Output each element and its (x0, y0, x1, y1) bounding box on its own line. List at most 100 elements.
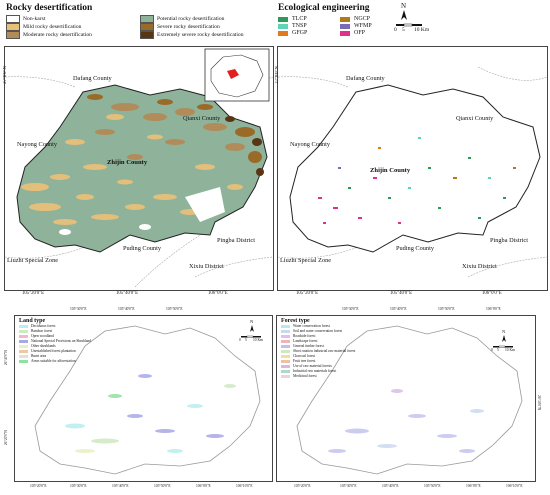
forest-map (296, 325, 523, 475)
scale-10-d: 10 Km (505, 348, 515, 352)
rocky-legend-col1: Non-karst Mild rocky desertification Mod… (6, 15, 92, 39)
forest-item-9: Industrial raw materials forest (281, 369, 355, 374)
xtick-d-top-4: 106°0'0"E (486, 307, 501, 311)
land-item-6: Burnt area (19, 354, 91, 359)
forest-north-scale: N 0 5 10 Km (487, 329, 521, 356)
label-puding-b: Puding County (396, 245, 434, 252)
scale-0-c: 0 (239, 338, 241, 342)
land-item-0: Deciduous forest (19, 324, 91, 329)
label-dafang-b: Dafang County (346, 75, 385, 82)
xtick-c-5: 106°0'0"E (196, 484, 211, 488)
xtick-a-1: 105°20'0"E (22, 291, 45, 296)
xtick-d-top-2: 105°40'0"E (390, 307, 407, 311)
forest-item-6: Charcoal forest (281, 354, 355, 359)
xtick-a-2: 105°40'0"E (116, 291, 139, 296)
forest-legend-title: Forest type (281, 318, 310, 324)
xtick-d-4: 105°50'0"E (424, 484, 441, 488)
swatch (278, 17, 288, 22)
land-item-1: Bamboo forest (19, 329, 91, 334)
north-arrow-icon (241, 325, 261, 338)
label-xixiu-b: Xixiu District (462, 263, 497, 270)
label-qianxi-b: Qianxi County (456, 115, 494, 122)
scale-0-d: 0 (491, 348, 493, 352)
scale-5: 5 (402, 27, 405, 33)
label-zhijin-b: Zhijin County (370, 167, 411, 174)
swatch (6, 23, 20, 31)
swatch (6, 15, 20, 23)
label-zhijin: Zhijin County (107, 159, 148, 166)
scale-5-c: 5 (245, 338, 247, 342)
north-arrow-icon (396, 10, 422, 27)
land-item-7: Areas suitable for afforestation (19, 359, 91, 364)
xtick-d-top-1: 105°30'0"E (342, 307, 359, 311)
label-nayong: Nayong County (17, 141, 58, 148)
legend-item-tlcp: TLCP (278, 16, 307, 23)
ytick-c-1: 26°40'0"N (4, 350, 8, 366)
scale-10km: 10 Km (414, 27, 430, 33)
legend-item-ngcp: NGCP (340, 16, 372, 23)
land-item-2: Open woodland (19, 334, 91, 339)
eco-legend-title: Ecological engineering (278, 3, 370, 13)
xtick-d-1: 105°20'0"E (294, 484, 311, 488)
legend-item-potential: Potential rocky desertification (140, 15, 244, 23)
rocky-map-panel: Dafang County Qianxi County Nayong Count… (4, 46, 274, 291)
forest-map-panel: Forest type Water conservation forest So… (276, 315, 536, 482)
label-liuzhi-b: Liuzhi Special Zone (280, 257, 332, 264)
swatch (278, 24, 288, 29)
swatch (140, 15, 154, 23)
legend-item-severe: Severe rocky desertification (140, 23, 244, 31)
rocky-map (5, 48, 273, 288)
north-label: N (401, 2, 407, 10)
xtick-c-3: 105°40'0"E (112, 484, 129, 488)
land-item-5: Unestablished forest plantation (19, 349, 91, 354)
scale-0: 0 (394, 27, 397, 33)
rocky-legend-title: Rocky desertification (6, 3, 93, 13)
eco-legend-col2: NGCP WFMP OFP (340, 16, 372, 37)
swatch (6, 31, 20, 39)
north-label-c: N (250, 319, 254, 324)
legend-item-ofp: OFP (340, 30, 372, 37)
ytick-c-2: 26°20'0"N (4, 430, 8, 446)
eco-legend-col1: TLCP TNSP GFGP (278, 16, 307, 37)
ytick-a-1: 27°0'0"N (3, 66, 8, 84)
land-item-3: National Special Provisions on Shrubland (19, 339, 91, 344)
swatch (340, 31, 350, 36)
land-legend-title: Land type (19, 318, 46, 324)
land-item-4: Other shrublands (19, 344, 91, 349)
legend-item-gfgp: GFGP (278, 30, 307, 37)
label-pingba: Pingba District (217, 237, 255, 244)
legend-item-moderate: Moderate rocky desertification (6, 31, 92, 39)
legend-item-extreme: Extremely severe rocky desertification (140, 31, 244, 39)
xtick-d-3: 105°40'0"E (382, 484, 399, 488)
legend-item-wfmp: WFMP (340, 23, 372, 30)
xtick-d-top-3: 105°50'0"E (438, 307, 455, 311)
ytick-b-1: 27°0'0"N (275, 66, 280, 84)
forest-item-0: Water conservation forest (281, 324, 355, 329)
scale-10-c: 10 Km (253, 338, 263, 342)
label-xixiu: Xixiu District (189, 263, 224, 270)
xtick-a-3: 106°0'0"E (208, 291, 228, 296)
legend-item-tnsp: TNSP (278, 23, 307, 30)
forest-item-3: Landscape forest (281, 339, 355, 344)
xtick-c-top-2: 105°40'0"E (118, 307, 135, 311)
label-qianxi: Qianxi County (183, 115, 221, 122)
rocky-legend-col2: Potential rocky desertification Severe r… (140, 15, 244, 39)
swatch (278, 31, 288, 36)
xtick-b-3: 106°0'0"E (482, 291, 502, 296)
label-puding: Puding County (123, 245, 161, 252)
xtick-d-2: 105°30'0"E (340, 484, 357, 488)
legend-item-mild: Mild rocky desertification (6, 23, 92, 31)
scale-5-d: 5 (497, 348, 499, 352)
xtick-b-1: 105°20'0"E (296, 291, 319, 296)
xtick-c-2: 105°30'0"E (70, 484, 87, 488)
land-map-panel: Land type Deciduous forest Bamboo forest… (14, 315, 273, 482)
xtick-b-2: 105°40'0"E (390, 291, 413, 296)
ytick-d-1: 26°30'0"N (537, 395, 541, 411)
north-label-d: N (502, 329, 506, 334)
xtick-d-5: 106°0'0"E (466, 484, 481, 488)
forest-item-10: Medicinal forest (281, 374, 355, 379)
label-dafang: Dafang County (73, 75, 112, 82)
xtick-c-top-3: 105°50'0"E (166, 307, 183, 311)
label-liuzhi: Liuzhi Special Zone (7, 257, 59, 264)
xtick-c-6: 106°10'0"E (236, 484, 253, 488)
